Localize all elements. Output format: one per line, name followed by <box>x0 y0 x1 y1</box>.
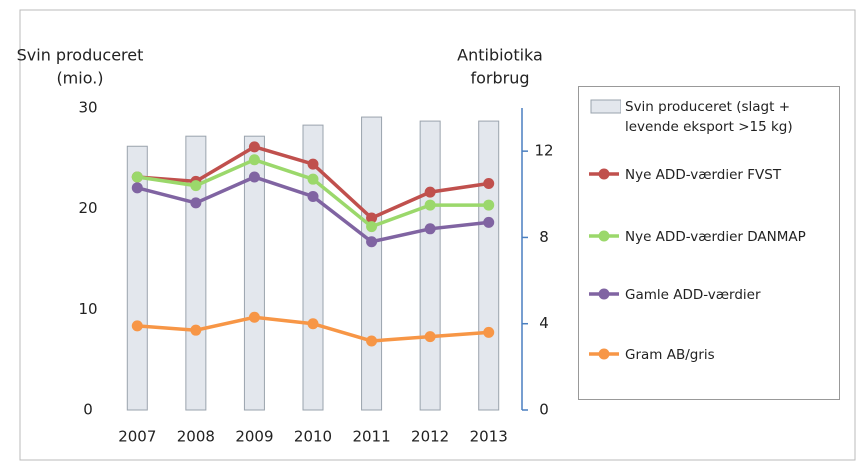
point <box>131 182 143 194</box>
legend-swatch <box>590 99 621 114</box>
point <box>190 324 202 336</box>
legend-item: Nye ADD-værdier DANMAP <box>587 227 833 247</box>
y2-tick-label: 4 <box>539 314 549 332</box>
y2-axis-label: Antibiotika <box>457 46 543 65</box>
point <box>248 141 260 153</box>
y2-tick-label: 0 <box>539 401 549 419</box>
x-tick-label: 2007 <box>118 428 156 446</box>
point <box>366 236 378 248</box>
point <box>131 320 143 332</box>
point <box>190 197 202 209</box>
x-tick-label: 2012 <box>411 428 449 446</box>
legend-point <box>598 230 610 242</box>
legend-point <box>598 288 610 300</box>
legend-label: Svin produceret (slagt + levende eksport… <box>625 99 793 135</box>
legend-swatch <box>589 288 619 300</box>
bar <box>478 120 500 411</box>
point <box>483 178 495 189</box>
point <box>366 212 378 224</box>
point <box>248 311 260 323</box>
point <box>366 221 378 233</box>
legend-label: Gram AB/gris <box>625 347 715 363</box>
legend-item: Gram AB/gris <box>587 345 833 365</box>
legend-label: Nye ADD-værdier DANMAP <box>625 229 806 245</box>
y-tick-label: 20 <box>78 199 97 217</box>
frame <box>19 9 856 461</box>
y-axis-label: Svin produceret <box>17 46 144 65</box>
x-tick-label: 2010 <box>294 428 332 446</box>
legend-item: Gamle ADD-værdier <box>587 285 833 305</box>
y-tick-label: 30 <box>78 99 97 117</box>
x-tick-label: 2011 <box>352 428 390 446</box>
point <box>424 186 436 198</box>
bar <box>243 135 265 411</box>
legend-item: Svin produceret (slagt + levende eksport… <box>587 97 833 137</box>
x-tick-label: 2008 <box>177 428 215 446</box>
legend-swatch <box>589 168 619 180</box>
legend-item: Nye ADD-værdier FVST <box>587 165 833 185</box>
bar <box>126 145 148 411</box>
y-tick-label: 10 <box>78 300 97 318</box>
y2-tick-label: 12 <box>534 142 553 160</box>
legend-label: Nye ADD-værdier FVST <box>625 167 782 183</box>
legend-bar <box>590 99 621 114</box>
x-tick-label: 2009 <box>235 428 273 446</box>
point <box>483 199 495 211</box>
point <box>248 154 260 166</box>
y2-axis-label: forbrug <box>470 69 529 88</box>
y-tick-label: 0 <box>83 401 93 419</box>
point <box>424 199 436 211</box>
point <box>483 326 495 338</box>
point <box>483 216 495 228</box>
legend-label: Gamle ADD-værdier <box>625 287 761 303</box>
point <box>307 158 319 170</box>
point <box>190 180 202 192</box>
x-tick-label: 2013 <box>470 428 508 446</box>
legend-swatch <box>589 348 619 360</box>
y-axis-label: (mio.) <box>56 69 103 88</box>
point <box>424 331 436 343</box>
point <box>307 173 319 185</box>
legend-point <box>598 348 610 360</box>
point <box>307 190 319 202</box>
legend: Svin produceret (slagt + levende eksport… <box>578 86 840 400</box>
point <box>424 223 436 235</box>
point <box>307 318 319 330</box>
point <box>366 335 378 347</box>
point <box>131 171 143 183</box>
legend-swatch <box>589 230 619 242</box>
point <box>248 171 260 183</box>
bar <box>361 116 383 411</box>
bar <box>419 120 441 411</box>
legend-point <box>598 168 610 180</box>
y2-tick-label: 8 <box>539 228 549 246</box>
